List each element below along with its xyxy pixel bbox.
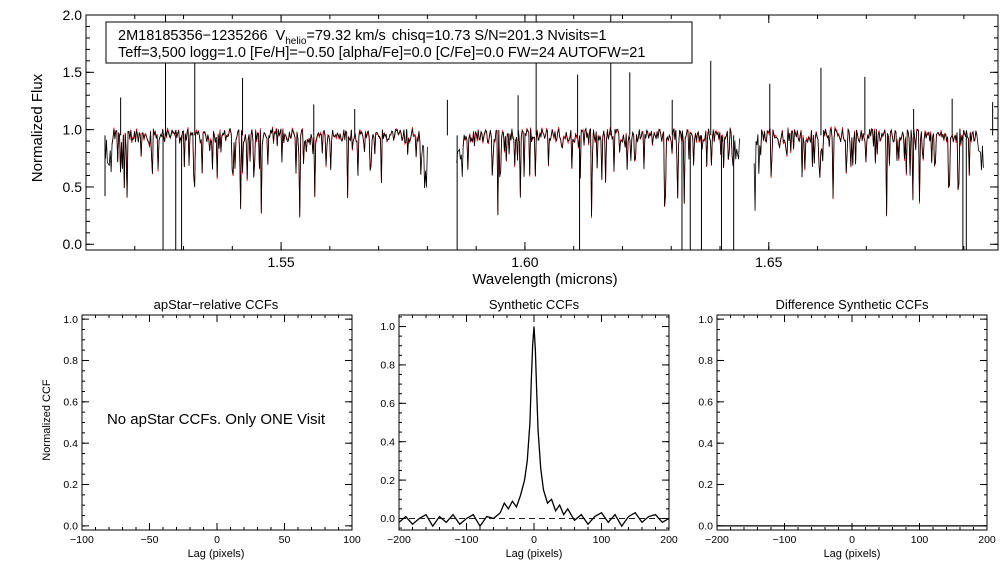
- y-tick-label: 1.0: [380, 321, 395, 333]
- difference-ccf-panel: −200 −100 0 100 200 0.0 0.2 0.4 0.6 0.8 1.0 Differ…: [698, 297, 996, 560]
- model-chip-segment: [111, 126, 422, 217]
- y-tick-label: 0.4: [698, 438, 713, 450]
- y-tick-label: 0.6: [698, 397, 713, 409]
- observed-chip-segment: [753, 127, 984, 216]
- x-tick-label: −100: [70, 534, 94, 546]
- y-tick-label: 0.4: [380, 436, 395, 448]
- y-tick-label: 0.2: [380, 475, 395, 487]
- apstar-ccf-axes: −100 −50 0 50 100 0.0 0.2 0.4 0.6 0.8 1.0: [63, 314, 361, 546]
- y-tick-label: 0.8: [698, 355, 713, 367]
- y-tick-label: 0.5: [63, 179, 83, 195]
- y-tick-label: 0.0: [698, 521, 713, 533]
- apstar-ccf-title: apStar−relative CCFs: [154, 297, 279, 312]
- plot-frame: [85, 14, 999, 251]
- x-tick-label: −100: [773, 534, 797, 546]
- x-tick-label: −200: [705, 534, 729, 546]
- synthetic-ccf-axes: −200 −100 0 100 200 0.0 0.2 0.4 0.6 0.8 1.0: [380, 314, 678, 546]
- observed-spectrum-line: [105, 127, 984, 218]
- apstar-ccf-xlabel: Lag (pixels): [188, 548, 245, 560]
- stats-text: chisq=10.73 S/N=201.3 Nvisits=1: [392, 28, 607, 44]
- y-tick-label: 0.4: [63, 438, 78, 450]
- synthetic-ccf-line: [398, 326, 670, 528]
- apstar-ccf-ylabel: Normalized CCF: [41, 379, 53, 461]
- x-tick-label: 1.65: [755, 254, 782, 270]
- y-tick-label: 0.0: [380, 513, 395, 525]
- y-tick-label: 1.5: [63, 64, 83, 80]
- y-tick-label: 1.0: [63, 122, 83, 138]
- spectrum-panel: 1.55 1.60 1.65 0.0 0.5 1.0 1.5 2.0 Wavelength (…: [29, 7, 999, 288]
- y-tick-label: 0.8: [380, 360, 395, 372]
- y-tick-label: 0.0: [63, 521, 78, 533]
- plot-frame: [716, 314, 988, 531]
- spectrum-ylabel: Normalized Flux: [29, 73, 46, 182]
- info-line-2: Teff=3,500 logg=1.0 [Fe/H]=−0.50 [alpha/…: [118, 45, 645, 61]
- v-label: V: [276, 28, 286, 44]
- difference-ccf-axes: −200 −100 0 100 200 0.0 0.2 0.4 0.6 0.8 1.0: [698, 314, 996, 546]
- apstar-ccf-panel: −100 −50 0 50 100 0.0 0.2 0.4 0.6 0.8 1.0 apStar−r…: [41, 297, 361, 560]
- spectrum-info-box: 2M18185356−1235266 Vhelio=79.32 km/s chisq…: [105, 21, 693, 64]
- x-tick-label: 200: [660, 534, 678, 546]
- spectrum-axes: 1.55 1.60 1.65 0.0 0.5 1.0 1.5 2.0: [63, 7, 999, 270]
- y-tick-label: 0.6: [63, 397, 78, 409]
- y-tick-label: 0.8: [63, 355, 78, 367]
- x-tick-label: 100: [343, 534, 361, 546]
- y-tick-label: 0.0: [63, 236, 83, 252]
- v-subscript: helio: [285, 36, 307, 47]
- y-tick-label: 1.0: [698, 314, 713, 326]
- v-value: =79.32 km/s: [306, 28, 385, 44]
- star-id: 2M18185356−1235266: [118, 28, 268, 44]
- apstar-ccf-annotation: No apStar CCFs. Only ONE Visit: [107, 411, 326, 428]
- plot-frame: [398, 314, 670, 531]
- x-tick-label: −100: [455, 534, 479, 546]
- synthetic-ccf-xlabel: Lag (pixels): [506, 548, 563, 560]
- x-tick-label: 1.60: [511, 254, 538, 270]
- x-tick-label: 100: [911, 534, 929, 546]
- observed-chip-segment: [456, 127, 740, 217]
- synthetic-ccf-panel: −200 −100 0 100 200 0.0 0.2 0.4 0.6 0.8 1.0 Synthe…: [380, 297, 678, 560]
- y-tick-label: 0.6: [380, 398, 395, 410]
- x-tick-label: 50: [279, 534, 291, 546]
- y-tick-label: 1.0: [63, 314, 78, 326]
- x-tick-label: 0: [214, 534, 220, 546]
- x-tick-label: 200: [978, 534, 996, 546]
- x-tick-label: −200: [387, 534, 411, 546]
- y-tick-label: 2.0: [63, 7, 83, 23]
- y-tick-label: 0.2: [698, 479, 713, 491]
- y-tick-label: 0.2: [63, 479, 78, 491]
- spectrum-xlabel: Wavelength (microns): [472, 271, 617, 288]
- synthetic-ccf-title: Synthetic CCFs: [489, 297, 580, 312]
- ccf-series-line: [398, 326, 670, 528]
- info-line-1: 2M18185356−1235266 Vhelio=79.32 km/s chisq…: [118, 28, 607, 47]
- difference-ccf-title: Difference Synthetic CCFs: [776, 297, 929, 312]
- x-tick-label: 1.55: [267, 254, 294, 270]
- x-tick-label: 100: [593, 534, 611, 546]
- observed-chip-segment: [105, 127, 428, 218]
- x-tick-label: −50: [141, 534, 159, 546]
- difference-ccf-xlabel: Lag (pixels): [824, 548, 881, 560]
- x-tick-label: 0: [849, 534, 855, 546]
- x-tick-label: 0: [531, 534, 537, 546]
